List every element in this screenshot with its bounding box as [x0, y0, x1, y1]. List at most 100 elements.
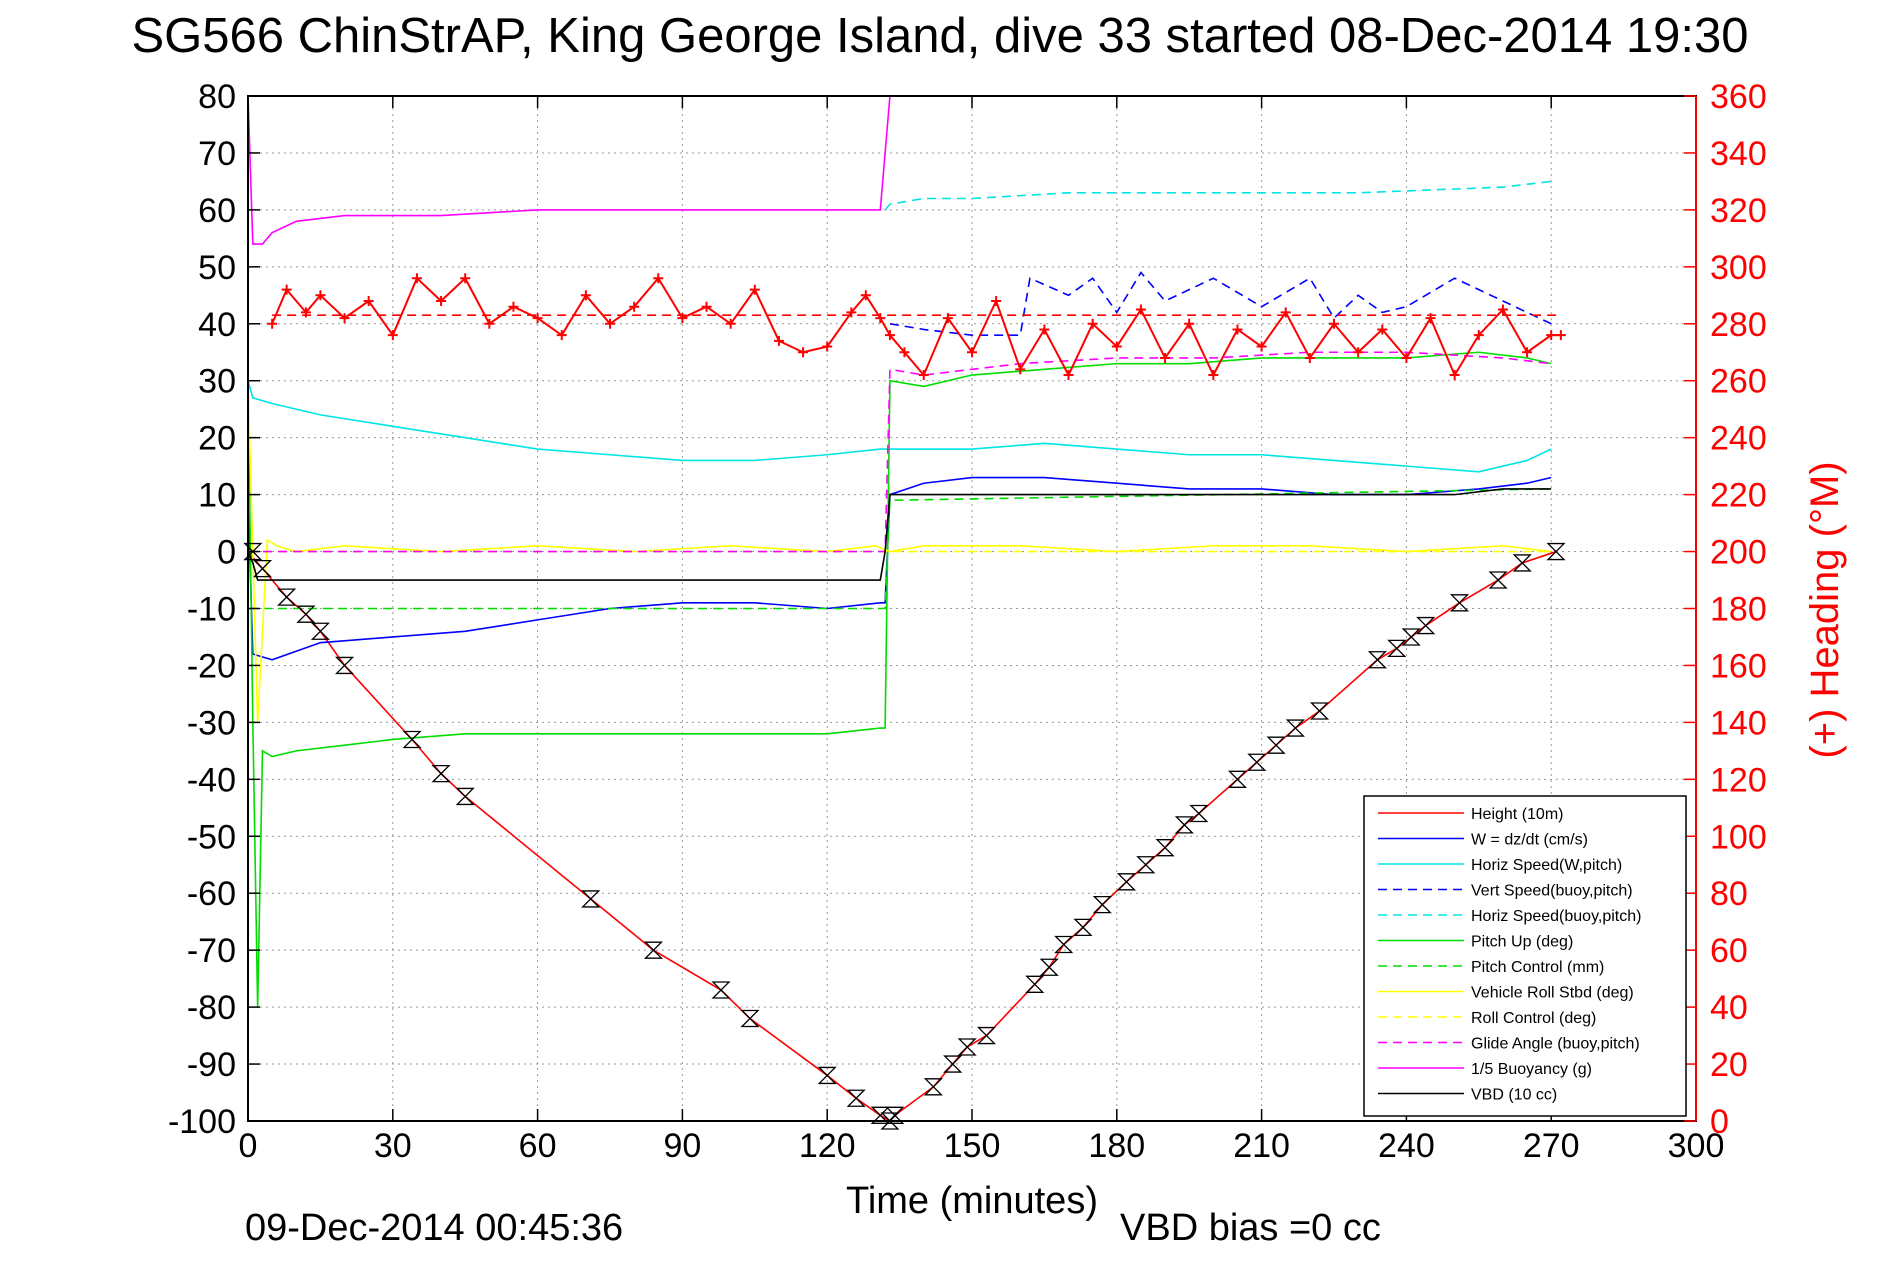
left-tick-label: -10	[187, 591, 236, 629]
depth-marker	[1136, 856, 1156, 874]
right-tick-label: 140	[1710, 704, 1767, 742]
legend-label: Height (10m)	[1471, 806, 1563, 823]
depth-marker	[1054, 935, 1074, 954]
left-tick-label: -50	[187, 818, 236, 856]
depth-marker	[1174, 816, 1194, 834]
legend-label: Horiz Speed(W,pitch)	[1471, 857, 1622, 874]
legend-label: 1/5 Buoyancy (g)	[1471, 1061, 1592, 1078]
legend-box	[1363, 795, 1687, 1117]
heading-point	[267, 318, 278, 329]
depth-marker	[431, 764, 451, 783]
right-tick-label: 240	[1710, 420, 1767, 458]
right-axis-ticks: 3603403203002802602402202001801601401201…	[1684, 78, 1767, 1141]
depth-marker	[957, 1038, 977, 1056]
depth-marker	[334, 656, 355, 675]
depth-marker	[455, 787, 475, 806]
left-tick-label: -100	[168, 1103, 236, 1141]
left-tick-label: -70	[187, 932, 236, 970]
depth-marker	[943, 1055, 963, 1073]
x-tick-label: 60	[519, 1127, 557, 1165]
chart-title: SG566 ChinStrAP, King George Island, div…	[131, 9, 1748, 63]
legend-label: VBD (10 cc)	[1471, 1087, 1557, 1104]
left-tick-label: 30	[198, 363, 236, 401]
legend-label: Horiz Speed(buoy,pitch)	[1471, 908, 1641, 925]
right-tick-label: 20	[1710, 1046, 1748, 1084]
x-tick-label: 30	[374, 1127, 412, 1165]
right-tick-label: 80	[1710, 875, 1748, 913]
left-tick-label: 0	[217, 534, 236, 572]
depth-marker	[1401, 628, 1421, 646]
x-tick-label: 120	[799, 1127, 856, 1165]
depth-marker	[402, 730, 422, 749]
left-tick-label: 50	[198, 249, 236, 287]
depth-marker	[1155, 839, 1175, 857]
x-tick-label: 210	[1233, 1127, 1290, 1165]
depth-marker	[1039, 958, 1059, 976]
depth-marker	[252, 559, 273, 578]
right-tick-label: 0	[1710, 1103, 1729, 1141]
series-line-6	[248, 488, 1552, 610]
depth-marker	[1512, 554, 1532, 572]
depth-marker	[1247, 753, 1267, 771]
depth-marker	[1189, 804, 1209, 823]
footer-vbd-bias: VBD bias =0 cc	[1120, 1207, 1381, 1249]
series-line-0	[247, 550, 1557, 1123]
depth-marker	[711, 981, 731, 999]
legend-label: Vert Speed(buoy,pitch)	[1471, 883, 1633, 900]
marker-layer	[243, 542, 1566, 1130]
left-tick-label: -20	[187, 647, 236, 685]
footer-timestamp: 09-Dec-2014 00:45:36	[245, 1207, 623, 1249]
x-tick-label: 240	[1378, 1127, 1435, 1165]
series-line-3	[889, 271, 1552, 336]
depth-marker	[643, 941, 664, 959]
series-layer	[247, 95, 1566, 1123]
legend-label: Roll Control (deg)	[1471, 1010, 1596, 1027]
right-tick-label: 40	[1710, 989, 1748, 1027]
left-tick-label: -40	[187, 761, 236, 799]
depth-marker	[817, 1066, 837, 1085]
right-tick-label: 280	[1710, 306, 1767, 344]
right-tick-label: 160	[1710, 647, 1767, 685]
depth-marker	[846, 1089, 866, 1107]
x-tick-label: 150	[944, 1127, 1001, 1165]
depth-marker	[296, 605, 316, 623]
left-tick-label: 70	[198, 135, 236, 173]
left-axis-ticks: 80 70 60 50 40 30 20 10 0 -10 -20 -30 -40 -50 -60 -70 -8…	[168, 78, 260, 1141]
legend: Height (10m) W = dz/dt (cm/s) Horiz Speed(…	[1363, 795, 1687, 1117]
left-tick-label: 60	[198, 192, 236, 230]
right-tick-label: 200	[1710, 534, 1767, 572]
right-tick-label: 260	[1710, 363, 1767, 401]
depth-marker	[1488, 571, 1508, 589]
legend-label: W = dz/dt (cm/s)	[1471, 832, 1588, 849]
right-tick-label: 360	[1710, 78, 1767, 116]
legend-label: Vehicle Roll Stbd (deg)	[1471, 985, 1634, 1002]
right-tick-label: 340	[1710, 135, 1767, 173]
left-tick-label: 80	[198, 78, 236, 116]
depth-marker	[1546, 542, 1566, 561]
left-tick-label: 20	[198, 420, 236, 458]
series-line-4	[884, 180, 1552, 211]
depth-marker	[1309, 702, 1330, 720]
legend-label: Glide Angle (buoy,pitch)	[1471, 1036, 1640, 1053]
left-tick-label: -80	[187, 989, 236, 1027]
x-axis-label: Time (minutes)	[846, 1180, 1098, 1222]
depth-marker	[1116, 873, 1137, 891]
depth-marker	[1227, 770, 1248, 788]
x-tick-label: 90	[663, 1127, 701, 1165]
right-tick-label: 120	[1710, 761, 1767, 799]
left-tick-label: -30	[187, 704, 236, 742]
right-tick-label: 220	[1710, 477, 1767, 515]
x-tick-label: 300	[1668, 1127, 1725, 1165]
x-tick-label: 180	[1088, 1127, 1145, 1165]
depth-marker	[1449, 594, 1470, 612]
left-tick-label: -90	[187, 1046, 236, 1084]
depth-marker	[740, 1009, 760, 1028]
left-tick-label: 10	[198, 477, 236, 515]
depth-marker	[1092, 895, 1112, 914]
legend-label: Pitch Control (mm)	[1471, 959, 1604, 976]
series-line-5	[247, 351, 1552, 1008]
depth-marker	[1266, 736, 1286, 754]
series-line-2	[247, 380, 1552, 473]
depth-marker	[1387, 639, 1407, 658]
